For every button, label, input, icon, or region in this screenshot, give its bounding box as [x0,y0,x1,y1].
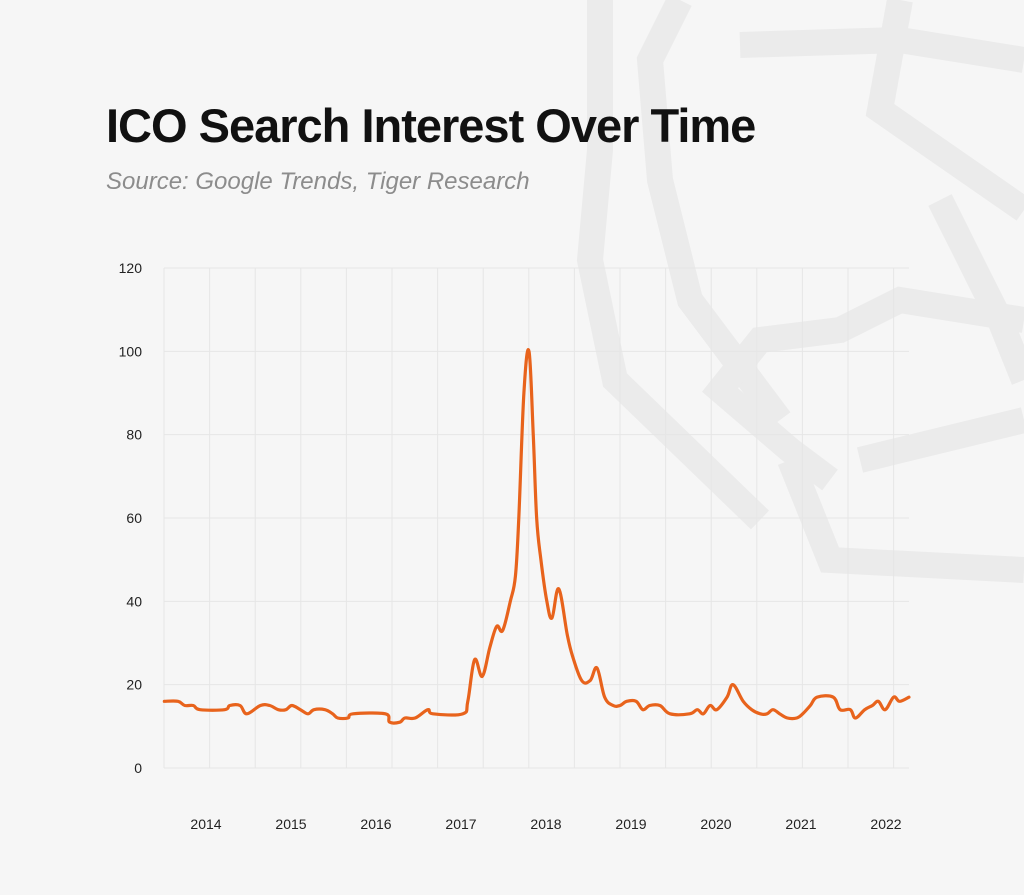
page-title: ICO Search Interest Over Time [106,99,756,152]
x-tick-label: 2021 [785,816,816,832]
y-tick-label: 0 [134,760,142,776]
y-tick-label: 100 [119,343,143,359]
x-tick-label: 2019 [615,816,646,832]
x-tick-label: 2018 [530,816,561,832]
y-tick-label: 40 [126,593,142,609]
y-tick-label: 80 [126,427,142,443]
x-tick-label: 2020 [700,816,731,832]
x-tick-label: 2017 [445,816,476,832]
y-tick-label: 60 [126,510,142,526]
x-tick-label: 2015 [275,816,306,832]
y-tick-label: 20 [126,677,142,693]
x-tick-label: 2014 [190,816,221,832]
y-tick-label: 120 [119,260,143,276]
source-subtitle: Source: Google Trends, Tiger Research [106,168,530,195]
series-line [162,348,911,725]
x-tick-label: 2022 [870,816,901,832]
x-tick-label: 2016 [360,816,391,832]
y-axis-ticks: 0 20 40 60 80 100 120 [119,260,143,776]
x-axis-ticks: 2014 2015 2016 2017 2018 2019 2020 2021 2022 [190,816,901,832]
